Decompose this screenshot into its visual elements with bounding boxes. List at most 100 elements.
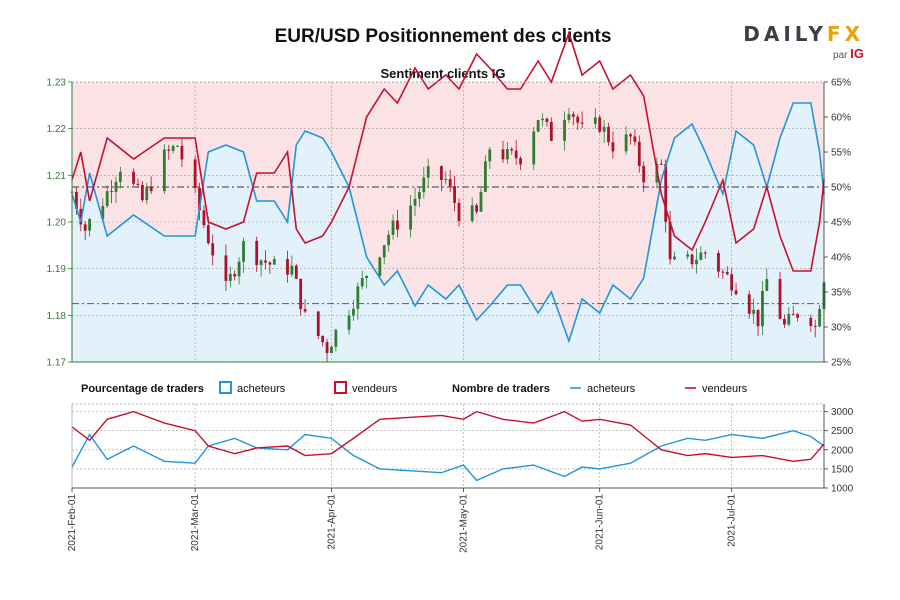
candle-body [730,274,734,291]
candle-body [514,150,518,159]
candle-body [545,118,549,122]
candle-body [224,255,228,281]
pct-tick-label: 60% [831,113,851,124]
candle-body [198,187,201,211]
candle-body [176,145,179,147]
legend-count-title: Nombre de traders [452,383,550,395]
logo-brand-pre: DAILY [743,22,827,46]
candle-body [721,271,725,273]
x-tick-label: 2021-Jun-01 [595,494,606,551]
candle-body [633,136,637,142]
candle-body [242,240,245,262]
chart-title: EUR/USD Positionnement des clients [275,26,612,47]
candle-body [752,309,756,314]
legend-pct-buyers-swatch [219,381,232,394]
candle-body [79,208,83,225]
candle-body [321,335,325,343]
candle-body [132,171,135,184]
candle-body [145,187,149,201]
candle-body [211,243,215,256]
candle-body [356,286,360,309]
logo-brand-post: FX [826,22,864,46]
candle-body [193,159,197,188]
price-tick-label: 1.17 [47,358,67,369]
candle-body [778,279,782,319]
candle-body [519,158,522,165]
candle-body [255,240,259,266]
pct-tick-label: 45% [831,218,851,229]
candle-body [272,258,276,265]
candle-body [765,279,769,291]
candle-body [202,210,206,226]
dailyfx-logo: DAILYFX par IG [743,24,864,61]
price-tick-label: 1.22 [47,124,67,135]
legend-pct-sellers-label: vendeurs [352,383,398,395]
pct-tick-label: 35% [831,288,851,299]
price-tick-label: 1.23 [47,78,67,89]
sellers-count-line [71,410,825,462]
pct-tick-label: 65% [831,78,851,89]
candle-body [664,163,668,222]
candle-body [563,119,566,141]
candle-body [378,257,382,276]
pct-tick-label: 55% [831,148,851,159]
candle-body [690,254,694,265]
pct-tick-label: 50% [831,183,851,194]
candle-body [457,202,461,222]
candle-body [440,166,443,180]
candle-body [695,259,698,265]
candle-body [470,205,474,222]
candle-body [180,145,184,160]
candle-body [444,178,448,180]
candle-body [809,317,813,326]
legend-count-sellers-label: vendeurs [702,383,748,395]
legend: Pourcentage de traders acheteurs vendeur… [81,381,748,395]
candle-body [264,260,267,263]
candle-body [637,141,641,166]
candle-body [761,290,764,327]
candle-body [699,252,703,260]
candle-body [105,191,109,206]
candle-body [162,149,166,192]
logo-sub-pre: par [833,50,848,61]
sellers-band [72,82,824,341]
pct-tick-label: 40% [831,253,851,264]
candle-body [391,220,395,235]
candle-body [418,192,421,199]
x-tick-label: 2021-Feb-01 [67,494,78,552]
candle-body [549,121,553,141]
candle-body [501,149,505,160]
candle-body [110,191,113,193]
candle-body [83,224,87,231]
logo-ig: IG [850,46,864,61]
candle-body [483,161,487,192]
candle-body [171,146,175,151]
candle-body [747,294,751,314]
candle-body [642,165,646,183]
buyers-band [72,103,824,362]
candle-body [541,118,544,121]
candle-body [659,163,663,165]
candle-body [290,265,294,275]
candle-body [149,187,153,192]
candle-body [387,234,391,246]
count-tick-label: 1500 [831,464,854,475]
candle-body [567,114,571,120]
candle-body [409,205,413,230]
candle-body [580,122,584,124]
pct-tick-label: 30% [831,323,851,334]
candle-body [303,309,307,312]
price-tick-label: 1.20 [47,218,67,229]
candle-body [352,308,355,316]
candle-body [576,116,580,123]
candle-body [668,221,672,260]
candle-body [136,183,140,185]
candle-body [167,149,171,151]
x-tick-label: 2021-Mar-01 [190,494,201,552]
candle-body [571,114,575,117]
chart-subtitle: Sentiment clients IG [381,66,506,81]
candle-body [365,275,369,279]
candle-body [422,177,426,193]
candle-body [717,253,720,272]
candle-body [453,186,456,203]
